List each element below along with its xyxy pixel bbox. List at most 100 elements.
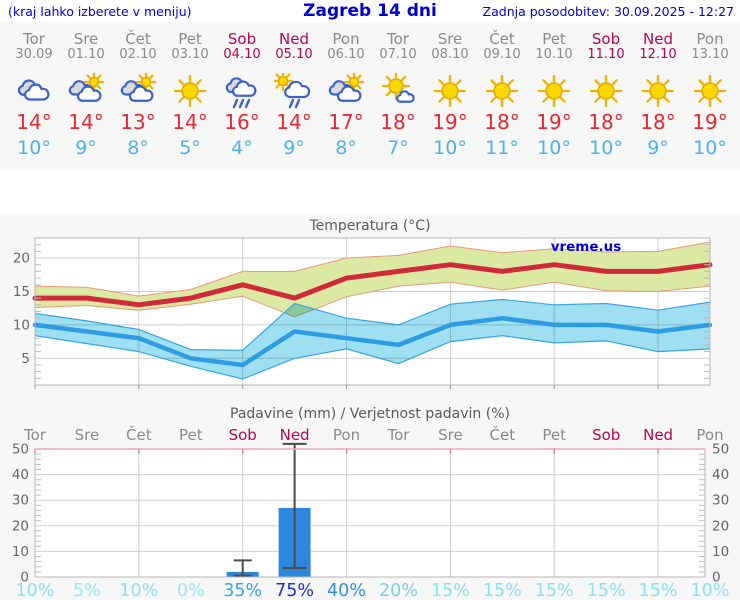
day-min-temp: 8° bbox=[127, 137, 149, 159]
precip-y-tick-left: 10 bbox=[12, 544, 29, 560]
precip-probability: 15% bbox=[483, 581, 522, 600]
precip-probability: 35% bbox=[223, 581, 262, 600]
day-max-temp: 19° bbox=[432, 110, 468, 134]
day-date: 09.10 bbox=[483, 47, 521, 62]
day-min-temp: 9° bbox=[647, 137, 669, 159]
sunny-icon bbox=[170, 73, 210, 109]
sunny-icon bbox=[638, 73, 678, 109]
day-min-temp: 10° bbox=[589, 137, 623, 159]
day-name: Pon bbox=[332, 30, 360, 48]
precip-day-label: Sre bbox=[438, 426, 463, 444]
day-column: Sob 04.10 16° 4° bbox=[216, 22, 268, 170]
day-name: Sob bbox=[591, 30, 621, 48]
day-date: 08.10 bbox=[431, 47, 469, 62]
precip-y-tick-left: 50 bbox=[12, 442, 29, 458]
day-min-temp: 10° bbox=[693, 137, 727, 159]
sunny-icon bbox=[586, 73, 626, 109]
sunny-icon bbox=[690, 73, 730, 109]
day-name: Čet bbox=[489, 30, 515, 48]
precip-probability: 75% bbox=[275, 581, 314, 600]
day-date: 11.10 bbox=[587, 47, 625, 62]
day-date: 30.09 bbox=[15, 47, 53, 62]
day-column: Čet 02.10 13° 8° bbox=[112, 22, 164, 170]
precip-day-label: Pon bbox=[333, 426, 360, 444]
precip-probability: 15% bbox=[639, 581, 678, 600]
precip-day-label: Pet bbox=[179, 426, 203, 444]
day-column: Pon 13.10 19° 10° bbox=[684, 22, 736, 170]
temp-y-tick: 20 bbox=[13, 251, 30, 267]
day-min-temp: 4° bbox=[231, 137, 253, 159]
day-min-temp: 11° bbox=[485, 137, 519, 159]
day-column: Tor 07.10 18° 7° bbox=[372, 22, 424, 170]
day-date: 05.10 bbox=[275, 47, 313, 62]
precip-day-label: Čet bbox=[126, 425, 152, 444]
day-name: Ned bbox=[279, 30, 309, 48]
day-date: 13.10 bbox=[691, 47, 729, 62]
sun-cloud-icon bbox=[66, 73, 106, 109]
precip-probability: 10% bbox=[691, 581, 730, 600]
precip-y-tick-right: 50 bbox=[712, 442, 729, 458]
sunny-icon bbox=[430, 73, 470, 109]
day-max-temp: 18° bbox=[484, 110, 520, 134]
day-max-temp: 14° bbox=[276, 110, 312, 134]
precip-day-label: Sob bbox=[229, 426, 257, 444]
temp-chart-title: Temperatura (°C) bbox=[308, 218, 430, 234]
temp-y-tick: 5 bbox=[21, 351, 30, 367]
rain-icon bbox=[222, 73, 262, 109]
precip-y-tick-left: 40 bbox=[12, 467, 29, 483]
day-name: Pon bbox=[696, 30, 724, 48]
day-name: Sob bbox=[227, 30, 257, 48]
day-max-temp: 14° bbox=[172, 110, 208, 134]
day-name: Pet bbox=[178, 30, 202, 48]
day-max-temp: 18° bbox=[380, 110, 416, 134]
precip-y-tick-right: 10 bbox=[712, 544, 729, 560]
day-max-temp: 14° bbox=[68, 110, 104, 134]
precip-y-tick-left: 0 bbox=[20, 570, 29, 586]
precip-probability: 0% bbox=[177, 581, 205, 600]
day-column: Sob 11.10 18° 10° bbox=[580, 22, 632, 170]
day-min-temp: 10° bbox=[537, 137, 571, 159]
day-column: Ned 05.10 14° 9° bbox=[268, 22, 320, 170]
sun-cloud-icon bbox=[326, 73, 366, 109]
precip-probability: 15% bbox=[587, 581, 626, 600]
precip-y-tick-right: 20 bbox=[712, 518, 729, 534]
precip-probability: 20% bbox=[379, 581, 418, 600]
day-name: Pet bbox=[542, 30, 566, 48]
day-max-temp: 14° bbox=[16, 110, 52, 134]
day-column: Sre 01.10 14° 9° bbox=[60, 22, 112, 170]
cloudy-icon bbox=[14, 73, 54, 109]
day-max-temp: 13° bbox=[120, 110, 156, 134]
precip-probability: 10% bbox=[119, 581, 158, 600]
precip-y-tick-right: 40 bbox=[712, 467, 729, 483]
day-min-temp: 7° bbox=[387, 137, 409, 159]
day-name: Tor bbox=[387, 30, 409, 48]
sun-rain-icon bbox=[274, 73, 314, 109]
precip-probability: 40% bbox=[327, 581, 366, 600]
day-name: Čet bbox=[125, 30, 151, 48]
day-name: Tor bbox=[23, 30, 45, 48]
sunny-icon bbox=[534, 73, 574, 109]
temp-y-tick: 15 bbox=[13, 284, 30, 300]
precip-day-label: Pon bbox=[696, 426, 723, 444]
day-date: 07.10 bbox=[379, 47, 417, 62]
charts-panel: Temperatura (°C) 5 10 15 20 vreme.us Padavine… bbox=[0, 215, 740, 600]
precip-day-label: Ned bbox=[643, 426, 673, 444]
day-min-temp: 10° bbox=[17, 137, 51, 159]
day-min-temp: 9° bbox=[75, 137, 97, 159]
precipitation-chart: Padavine (mm) / Verjetnost padavin (%) To… bbox=[0, 404, 740, 600]
day-max-temp: 19° bbox=[536, 110, 572, 134]
day-name: Ned bbox=[643, 30, 673, 48]
precip-probability: 5% bbox=[73, 581, 101, 600]
precip-y-tick-right: 30 bbox=[712, 493, 729, 509]
day-column: Pon 06.10 17° 8° bbox=[320, 22, 372, 170]
day-max-temp: 17° bbox=[328, 110, 364, 134]
day-min-temp: 9° bbox=[283, 137, 305, 159]
day-date: 04.10 bbox=[223, 47, 261, 62]
sunny-icon bbox=[482, 73, 522, 109]
watermark-link[interactable]: vreme.us bbox=[551, 239, 622, 255]
day-date: 10.10 bbox=[535, 47, 573, 62]
precip-day-label: Tor bbox=[387, 426, 411, 444]
day-min-temp: 8° bbox=[335, 137, 357, 159]
day-date: 01.10 bbox=[67, 47, 105, 62]
day-date: 03.10 bbox=[171, 47, 209, 62]
